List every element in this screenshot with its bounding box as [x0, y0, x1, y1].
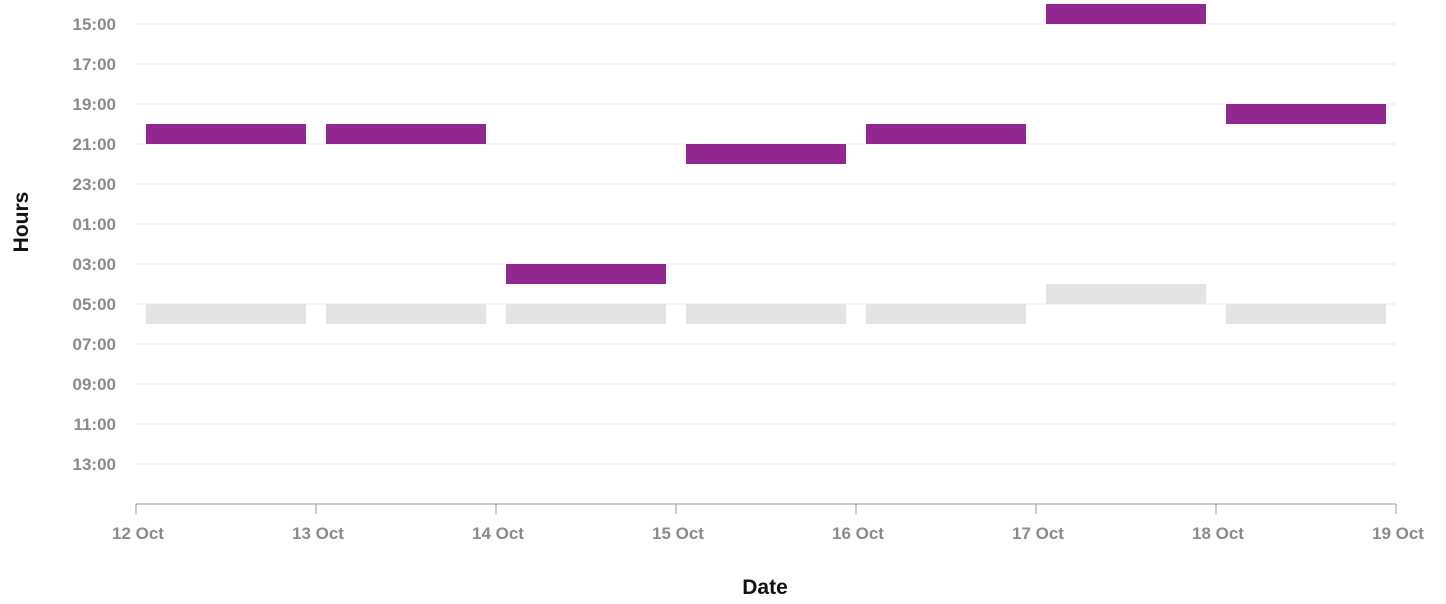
y-tick-label: 15:00 [73, 15, 116, 34]
x-tick-label: 12 Oct [112, 524, 164, 543]
x-axis-title: Date [742, 576, 788, 599]
sleep-bar [326, 124, 486, 144]
grid-lines [136, 23, 1396, 465]
y-tick-label: 05:00 [73, 295, 116, 314]
wake-bar [146, 304, 306, 324]
y-tick-label: 11:00 [73, 415, 116, 434]
wake-bar [1046, 284, 1206, 304]
wake-bar [506, 304, 666, 324]
y-tick-label: 01:00 [73, 215, 116, 234]
wake-bar [326, 304, 486, 324]
sleep-bar [866, 124, 1026, 144]
axes [135, 503, 1397, 514]
y-tick-label: 07:00 [73, 335, 116, 354]
sleep-bar [506, 264, 666, 284]
y-tick-label: 21:00 [73, 135, 116, 154]
x-tick-label: 13 Oct [292, 524, 344, 543]
wake-bar [1226, 304, 1386, 324]
x-tick-label: 16 Oct [832, 524, 884, 543]
bar-layer [146, 4, 1386, 324]
y-tick-label: 19:00 [73, 95, 116, 114]
wake-bar [866, 304, 1026, 324]
sleep-bar [686, 144, 846, 164]
x-tick-label: 18 Oct [1192, 524, 1244, 543]
wake-bar [686, 304, 846, 324]
x-tick-labels: 12 Oct 13 Oct 14 Oct 15 Oct 16 Oct 17 Oct 18 O… [112, 524, 1424, 543]
x-tick-label: 19 Oct [1372, 524, 1424, 543]
x-tick-label: 15 Oct [652, 524, 704, 543]
y-tick-label: 23:00 [73, 175, 116, 194]
y-tick-label: 03:00 [73, 255, 116, 274]
y-tick-label: 17:00 [73, 55, 116, 74]
x-tick-label: 17 Oct [1012, 524, 1064, 543]
sleep-bar [1046, 4, 1206, 24]
y-tick-label: 13:00 [73, 455, 116, 474]
sleep-bar [1226, 104, 1386, 124]
sleep-bar [146, 124, 306, 144]
x-tick-label: 14 Oct [472, 524, 524, 543]
y-axis-title: Hours [10, 192, 33, 253]
y-tick-labels: 15:00 17:00 19:00 21:00 23:00 01:00 03:00 05:00… [73, 15, 116, 474]
y-tick-label: 09:00 [73, 375, 116, 394]
